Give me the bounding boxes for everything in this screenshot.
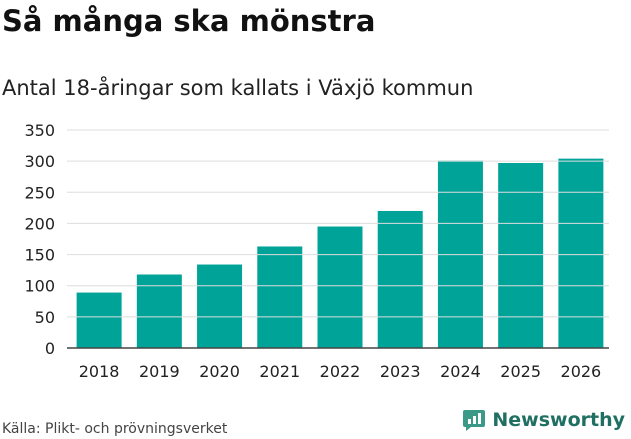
y-tick-label: 100 <box>24 277 55 296</box>
x-tick-label: 2020 <box>199 362 240 381</box>
brand-name: Newsworthy <box>492 409 625 431</box>
y-tick-label: 200 <box>24 214 55 233</box>
bar-2018[interactable] <box>76 292 122 348</box>
x-tick-label: 2024 <box>440 362 481 381</box>
chart-subtitle: Antal 18-åringar som kallats i Växjö kom… <box>2 76 474 100</box>
x-tick-label: 2022 <box>320 362 361 381</box>
x-tick-label: 2018 <box>79 362 120 381</box>
page-title: Så många ska mönstra <box>2 4 376 38</box>
y-tick-label: 250 <box>24 183 55 202</box>
y-tick-label: 300 <box>24 152 55 171</box>
y-tick-label: 0 <box>45 339 55 358</box>
newsworthy-logo-icon <box>463 410 486 431</box>
bar-2021[interactable] <box>257 246 303 348</box>
x-tick-label: 2025 <box>500 362 541 381</box>
bar-2026[interactable] <box>558 158 604 348</box>
bar-2020[interactable] <box>197 264 243 348</box>
y-tick-label: 50 <box>35 308 55 327</box>
x-tick-label: 2021 <box>259 362 300 381</box>
bar-2019[interactable] <box>136 274 182 348</box>
brand-logo: Newsworthy <box>462 408 625 432</box>
x-tick-label: 2026 <box>561 362 602 381</box>
y-tick-label: 350 <box>24 121 55 140</box>
x-tick-label: 2023 <box>380 362 421 381</box>
y-tick-label: 150 <box>24 246 55 265</box>
bar-chart: 0 50 100 150 200 250 300 350 2018 2019 2020 2021 202… <box>24 121 609 381</box>
x-tick-label: 2019 <box>139 362 180 381</box>
bar-2023[interactable] <box>377 210 423 348</box>
source-note: Källa: Plikt- och prövningsverket <box>2 421 228 437</box>
bar-2022[interactable] <box>317 226 363 348</box>
bar-2025[interactable] <box>498 163 544 348</box>
